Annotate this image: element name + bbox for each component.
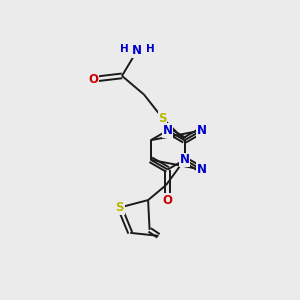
Text: O: O [88, 73, 98, 86]
Text: O: O [163, 194, 173, 206]
Text: H: H [146, 44, 155, 54]
Text: S: S [116, 201, 124, 214]
Text: N: N [163, 124, 173, 137]
Text: N: N [180, 153, 190, 166]
Text: N: N [196, 124, 206, 137]
Text: S: S [158, 112, 167, 125]
Text: N: N [196, 163, 206, 176]
Text: H: H [120, 44, 128, 54]
Text: N: N [132, 44, 142, 57]
